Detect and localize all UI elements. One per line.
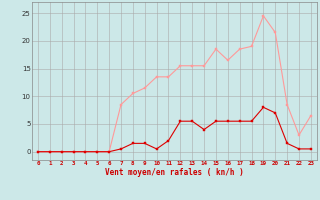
X-axis label: Vent moyen/en rafales ( kn/h ): Vent moyen/en rafales ( kn/h ) — [105, 168, 244, 177]
